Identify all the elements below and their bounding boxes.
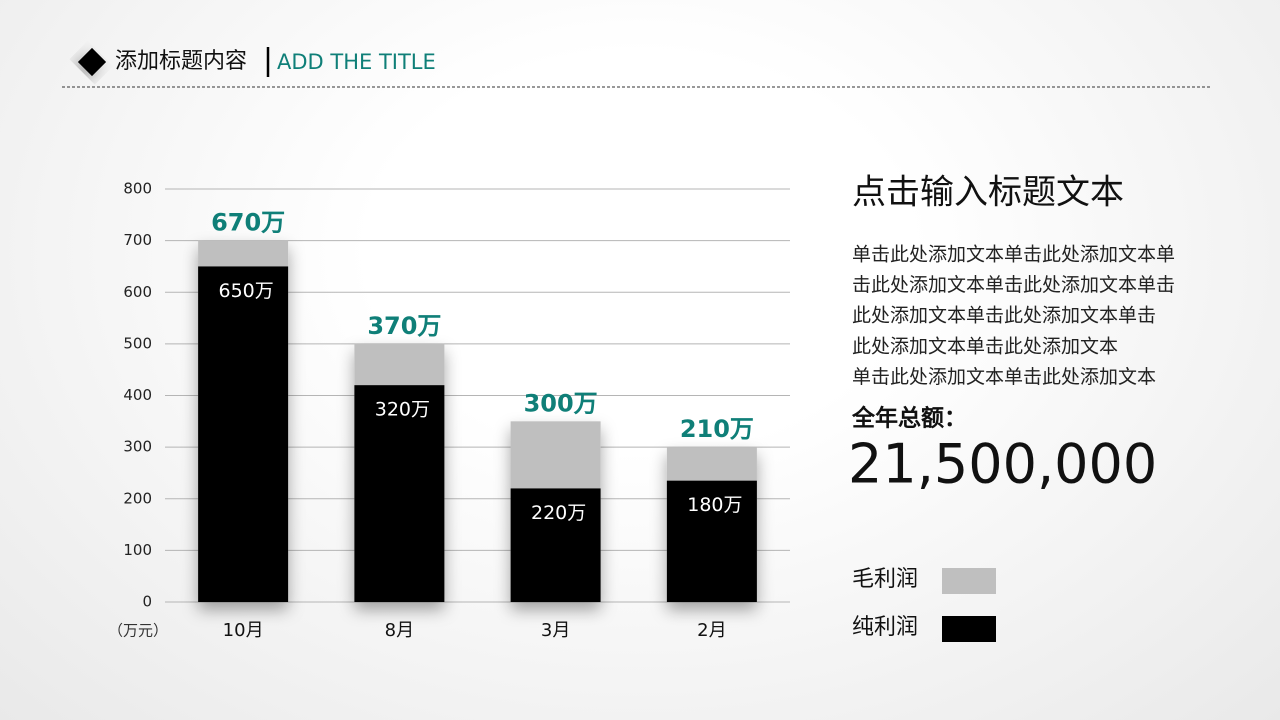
- y-tick-label: 300: [123, 438, 152, 456]
- legend-swatch: [942, 616, 996, 642]
- bar: [354, 385, 445, 602]
- header-title: 添加标题内容: [115, 49, 247, 74]
- total-annotation: 370万: [367, 312, 441, 340]
- body-line: 此处添加文本单击此处添加文本: [852, 335, 1118, 357]
- x-tick-label: 2月: [697, 620, 726, 641]
- y-tick-label: 700: [123, 231, 152, 249]
- net-annotation: 320万: [375, 399, 430, 421]
- body-line: 单击此处添加文本单击此处添加文本单: [852, 244, 1175, 266]
- y-tick-label: 0: [142, 593, 152, 611]
- x-tick-label: 10月: [223, 620, 264, 641]
- title-diamond: [77, 47, 107, 77]
- side-title: 点击输入标题文本: [852, 173, 1124, 213]
- y-tick-label: 600: [123, 283, 152, 301]
- x-tick-label: 3月: [541, 620, 570, 641]
- bar: [510, 488, 601, 602]
- bar: [198, 266, 289, 602]
- net-annotation: 650万: [218, 280, 273, 302]
- legend-swatch: [942, 568, 996, 594]
- y-tick-label: 500: [123, 334, 152, 352]
- side-body: 单击此处添加文本单击此处添加文本单击此处添加文本单击此处添加文本单击此处添加文本…: [852, 244, 1175, 388]
- y-tick-label: 200: [123, 489, 152, 507]
- y-tick-label: 100: [123, 541, 152, 559]
- header-subtitle: ADD THE TITLE: [277, 50, 436, 74]
- net-annotation: 180万: [687, 494, 742, 516]
- bar: [666, 480, 757, 602]
- y-tick-label: 800: [123, 180, 152, 198]
- body-line: 单击此处添加文本单击此处添加文本: [852, 366, 1156, 388]
- net-annotation: 220万: [531, 502, 586, 524]
- y-unit-label: （万元）: [108, 622, 168, 640]
- total-annotation: 670万: [211, 209, 285, 237]
- body-line: 此处添加文本单击此处添加文本单击: [852, 305, 1156, 327]
- body-line: 击此处添加文本单击此处添加文本单击: [852, 274, 1175, 296]
- total-annotation: 210万: [680, 415, 754, 443]
- legend-label: 纯利润: [852, 615, 918, 640]
- x-tick-label: 8月: [385, 620, 414, 641]
- legend-label: 毛利润: [852, 567, 918, 592]
- total-annotation: 300万: [524, 389, 598, 417]
- total-label: 全年总额：: [851, 405, 967, 432]
- total-value: 21,500,000: [848, 433, 1157, 496]
- y-tick-label: 400: [123, 386, 152, 404]
